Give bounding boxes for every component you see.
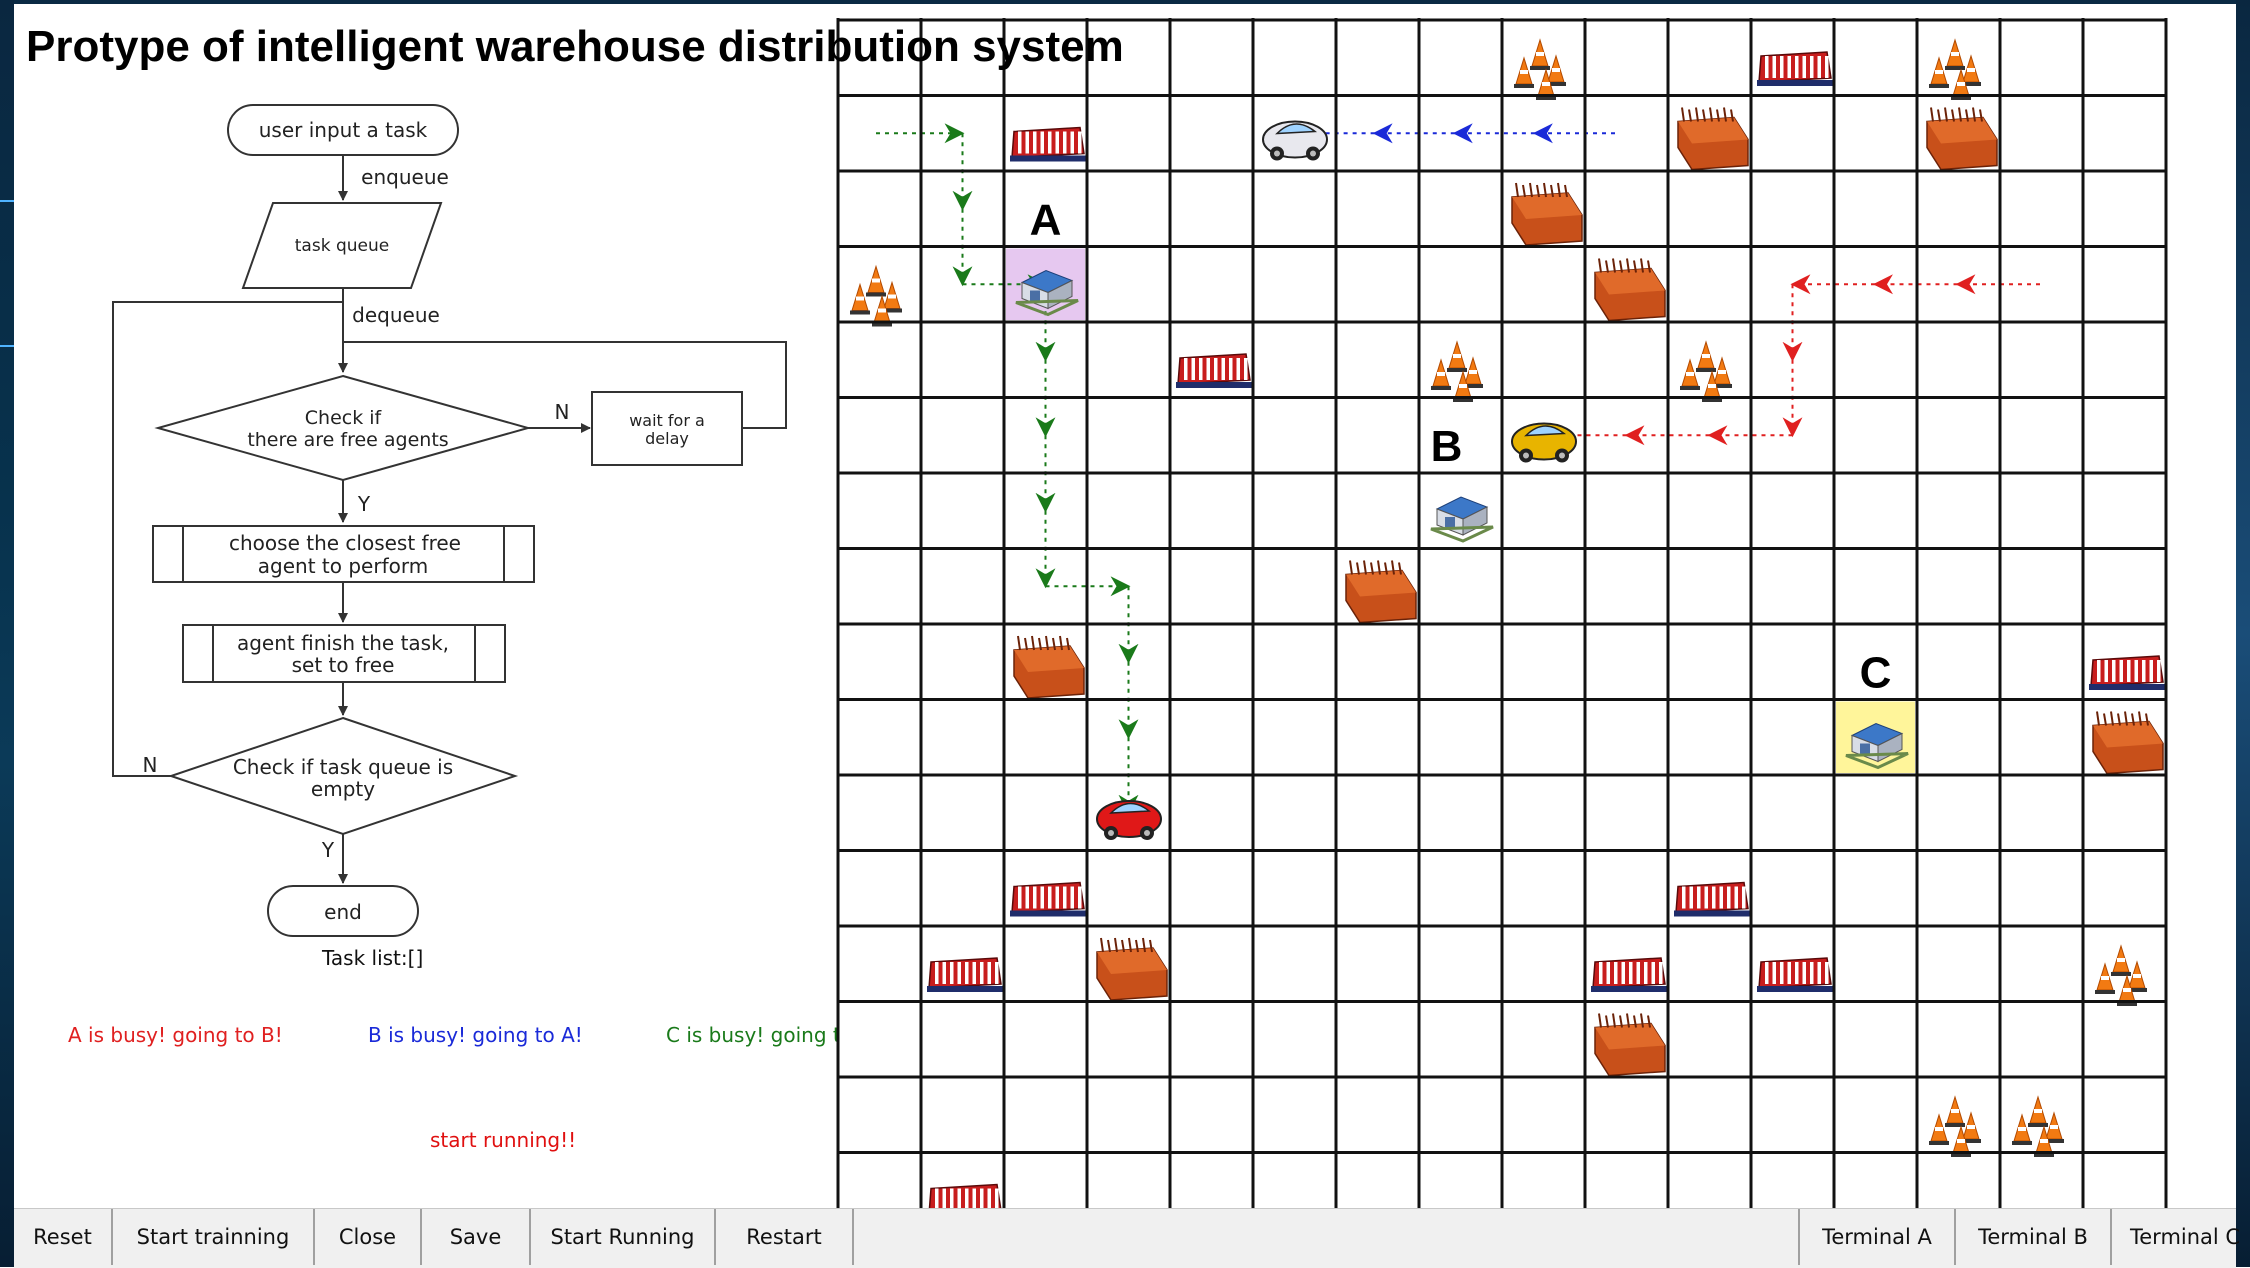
flow-wait-label-1: wait for a — [629, 411, 705, 430]
warehouse-icon — [1845, 722, 1909, 770]
agent-car-icon — [1096, 800, 1162, 840]
brick-wall-icon — [1345, 560, 1417, 624]
flow-enqueue-label: enqueue — [361, 165, 449, 189]
edge-glow — [0, 345, 14, 347]
flow-check-free-label-2: there are free agents — [247, 429, 448, 451]
page-title: Protype of intelligent warehouse distrib… — [26, 22, 1124, 71]
window-left-edge — [0, 0, 14, 1267]
flow-check-queue-label-2: empty — [311, 777, 375, 801]
flow-check-queue-label-1: Check if task queue is — [233, 755, 453, 779]
flow-end-label: end — [324, 900, 362, 924]
agent-car-icon — [1262, 120, 1328, 161]
flow-wait-label-2: delay — [645, 429, 689, 448]
toolbar: Reset Start trainning Close Save Start R… — [14, 1208, 2240, 1268]
brick-wall-icon — [1594, 258, 1666, 322]
brick-wall-icon — [2092, 711, 2164, 775]
barrier-icon — [1010, 881, 1086, 917]
status-agent-a: A is busy! going to B! — [68, 1023, 283, 1047]
task-list: Task list:[] — [322, 946, 424, 970]
status-agent-b: B is busy! going to A! — [368, 1023, 583, 1047]
edge-glow — [0, 200, 14, 202]
flow-yes-label: Y — [357, 492, 371, 516]
barrier-icon — [1591, 957, 1667, 992]
flow-end-node — [267, 885, 419, 937]
flow-dequeue-label: dequeue — [352, 303, 440, 327]
barrier-icon — [1757, 957, 1833, 992]
traffic-cone-icon — [850, 264, 902, 327]
traffic-cone-icon — [1929, 1095, 1981, 1157]
flow-choose-agent-node — [152, 525, 535, 583]
barrier-icon — [2089, 655, 2165, 690]
brick-wall-icon — [1013, 635, 1085, 699]
warehouse-grid[interactable]: A B C — [836, 18, 2170, 1208]
flow-task-queue-label: task queue — [295, 236, 389, 256]
terminal-b-button[interactable]: Terminal B — [1954, 1209, 2110, 1265]
barrier-icon — [928, 1183, 1002, 1208]
start-training-button[interactable]: Start trainning — [113, 1209, 315, 1265]
flow-choose-label-2: agent to perform — [258, 554, 428, 578]
brick-wall-icon — [1096, 937, 1168, 1001]
traffic-cone-icon — [1929, 38, 1981, 100]
flow-no-label: N — [555, 400, 570, 424]
flow-finish-label-2: set to free — [292, 653, 395, 677]
terminal-label: A — [1030, 196, 1062, 245]
terminal-label: B — [1431, 422, 1463, 471]
restart-button[interactable]: Restart — [716, 1209, 854, 1265]
window-top-edge — [0, 0, 2250, 4]
flow-yes-label: Y — [321, 838, 335, 862]
barrier-icon — [927, 957, 1003, 992]
flow-finish-label-1: agent finish the task, — [237, 631, 449, 655]
terminal-c-button[interactable]: Terminal C — [2110, 1209, 2250, 1265]
agent-car-icon — [1511, 422, 1577, 463]
brick-wall-icon — [1677, 107, 1749, 171]
close-button[interactable]: Close — [315, 1209, 422, 1265]
barrier-icon — [1010, 126, 1086, 162]
flow-task-queue-node — [241, 202, 443, 289]
brick-wall-icon — [1926, 107, 1998, 171]
reset-button[interactable]: Reset — [14, 1209, 113, 1265]
flow-no-label: N — [143, 753, 158, 777]
traffic-cone-icon — [2012, 1095, 2064, 1157]
flow-check-free-label-1: Check if — [305, 407, 383, 429]
save-button[interactable]: Save — [422, 1209, 531, 1265]
brick-wall-icon — [1511, 182, 1583, 246]
window-right-edge — [2236, 0, 2250, 1267]
barrier-icon — [1674, 881, 1750, 917]
running-message: start running!! — [430, 1128, 577, 1152]
start-running-button[interactable]: Start Running — [531, 1209, 716, 1265]
flow-start-label: user input a task — [259, 118, 428, 142]
terminal-label: C — [1860, 649, 1892, 698]
traffic-cone-icon — [1431, 340, 1483, 402]
traffic-cone-icon — [1680, 340, 1732, 402]
flow-choose-label-1: choose the closest free — [229, 531, 461, 555]
flowchart: user input a task enqueue task queue deq… — [112, 104, 787, 937]
traffic-cone-icon — [1514, 38, 1566, 100]
warehouse-icon — [1430, 496, 1494, 543]
barrier-icon — [1757, 51, 1833, 86]
flow-finish-task-node — [182, 624, 506, 683]
terminal-a-button[interactable]: Terminal A — [1798, 1209, 1954, 1265]
brick-wall-icon — [1594, 1013, 1666, 1077]
traffic-cone-icon — [2095, 944, 2147, 1006]
warehouse-icon — [1015, 269, 1079, 317]
barrier-icon — [1176, 353, 1252, 388]
